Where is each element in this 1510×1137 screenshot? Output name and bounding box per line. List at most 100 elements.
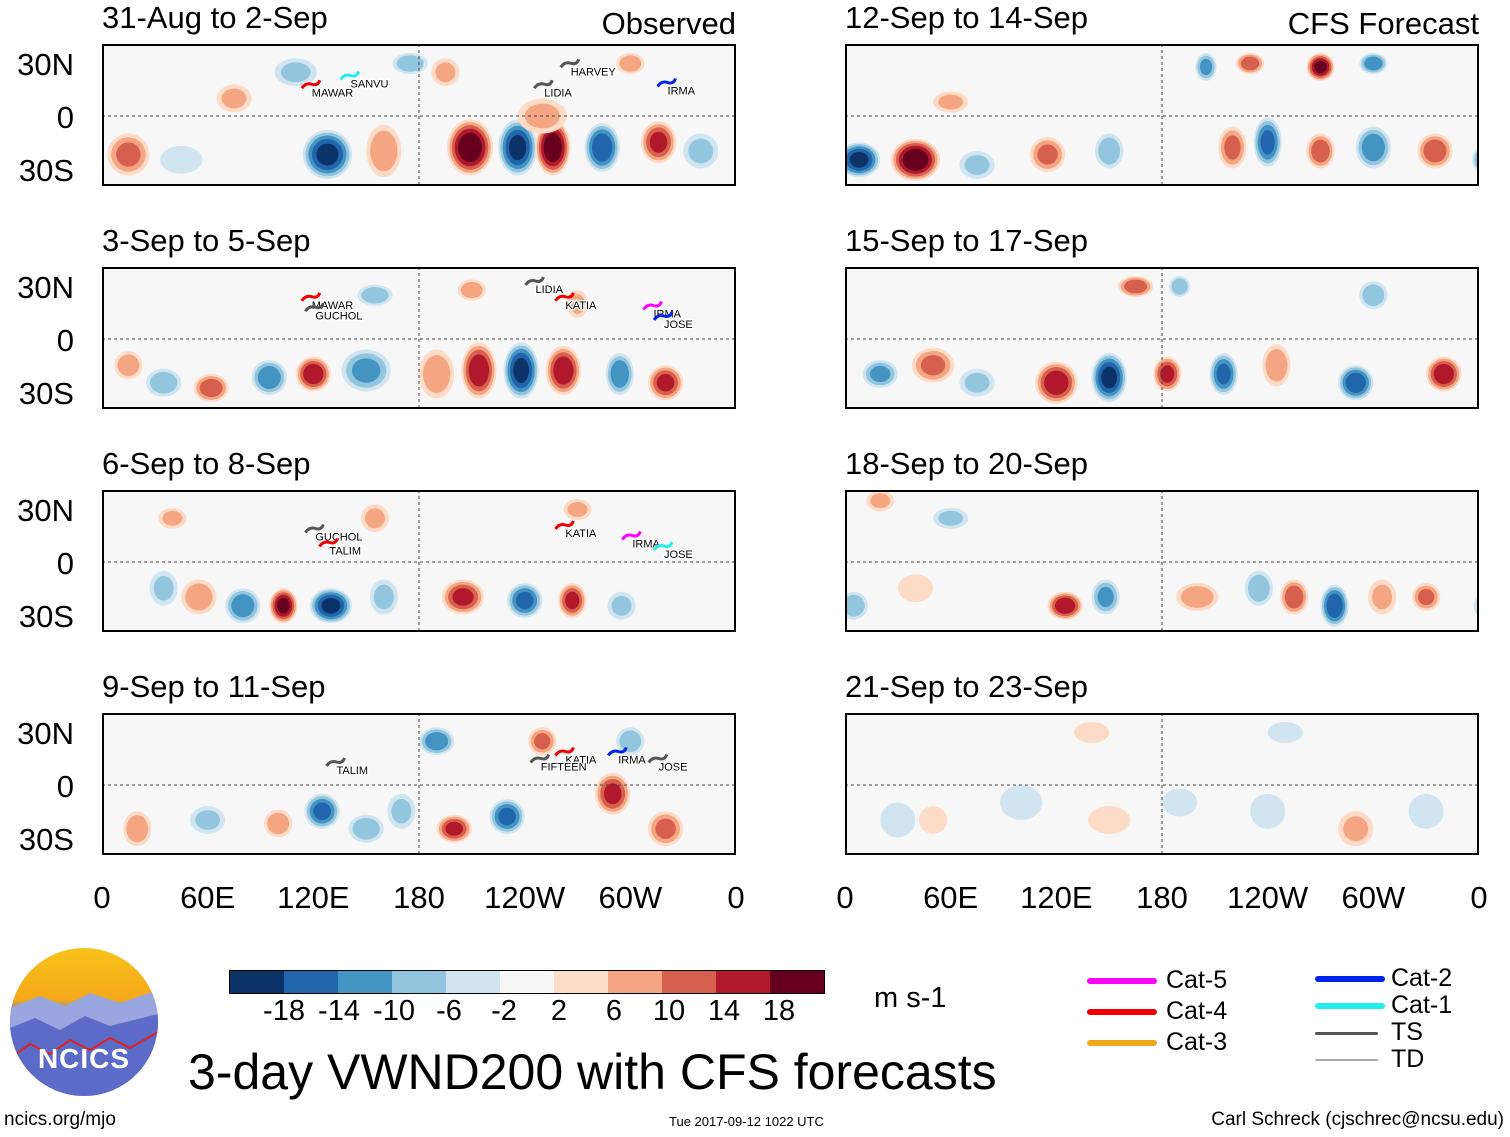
- wind-anomaly-contour: [845, 594, 865, 617]
- legend-swatch: [1315, 976, 1385, 982]
- wind-anomaly-contour: [1260, 130, 1275, 155]
- wind-anomaly-contour: [199, 378, 223, 398]
- storm-label: SANVU: [351, 79, 389, 91]
- lat-label: 30N: [17, 47, 74, 82]
- storm-track: [656, 77, 677, 88]
- storm-track: [529, 753, 551, 764]
- wind-anomaly-contour: [1199, 58, 1213, 76]
- forecast-label: CFS Forecast: [1287, 6, 1479, 41]
- wind-anomaly-contour: [370, 130, 398, 172]
- wind-anomaly-contour: [964, 155, 990, 175]
- wind-anomaly-contour: [303, 363, 324, 385]
- colorbar-swatch: [338, 971, 392, 993]
- wind-anomaly-contour: [1343, 816, 1369, 842]
- wind-anomaly-contour: [277, 597, 290, 614]
- map-panel: TALIM KATIA FIFTEEN IRMA JOSE: [102, 713, 736, 855]
- wind-anomaly-contour: [160, 145, 203, 174]
- wind-anomaly-contour: [1314, 60, 1327, 74]
- wind-anomaly-contour: [656, 374, 675, 392]
- storm-label: KATIA: [565, 755, 597, 767]
- legend-swatch: [1315, 1032, 1378, 1035]
- legend-swatch: [1087, 1009, 1157, 1015]
- map-panel: MAWAR GUCHOL LIDIA KATIA IRMA JOSE: [102, 267, 736, 409]
- map-panel: GUCHOL TALIM KATIA IRMA JOSE: [102, 490, 736, 632]
- wind-anomaly-contour: [468, 354, 490, 387]
- observed-label: Observed: [601, 6, 736, 41]
- wind-anomaly-contour: [553, 356, 574, 385]
- wind-anomaly-contour: [1362, 284, 1385, 307]
- lon-label: 120E: [1020, 880, 1093, 915]
- wind-anomaly-contour: [460, 281, 483, 299]
- legend-label: TD: [1391, 1045, 1425, 1073]
- lat-label: 30S: [18, 599, 74, 634]
- wind-anomaly-contour: [1073, 722, 1110, 743]
- wind-anomaly-contour: [688, 138, 714, 164]
- wind-anomaly-contour: [316, 143, 339, 166]
- storm-label: KATIA: [565, 528, 597, 540]
- storm-track: [300, 292, 322, 302]
- colorbar: [229, 970, 825, 994]
- storm-label: JOSE: [664, 549, 693, 561]
- lon-label: 60E: [923, 880, 979, 915]
- logo-text: NCICS: [37, 1043, 131, 1074]
- storm-label: MAWAR: [312, 300, 353, 312]
- lon-label: 0: [836, 880, 854, 915]
- wind-anomaly-contour: [1433, 363, 1454, 385]
- wind-anomaly-contour: [1247, 574, 1270, 602]
- wind-anomaly-contour: [902, 148, 929, 171]
- wind-anomaly-contour: [435, 62, 456, 83]
- legend-label: Cat-5: [1166, 966, 1228, 994]
- wind-anomaly-contour: [611, 595, 632, 616]
- wind-anomaly-contour: [391, 798, 412, 824]
- wind-anomaly-contour: [361, 287, 389, 304]
- colorbar-tick: 10: [652, 995, 686, 1027]
- storm-label: TALIM: [329, 546, 361, 558]
- panel-title: 6-Sep to 8-Sep: [102, 446, 311, 481]
- wind-anomaly-contour: [591, 133, 613, 162]
- wind-anomaly-contour: [1044, 370, 1069, 395]
- wind-anomaly-contour: [1171, 278, 1188, 295]
- colorbar-swatch: [446, 971, 500, 993]
- colorbar-swatch: [284, 971, 338, 993]
- footer-author: Carl Schreck (cjschrec@ncsu.edu): [1211, 1109, 1504, 1130]
- colorbar-swatch: [554, 971, 608, 993]
- wind-anomaly-contour: [373, 584, 394, 610]
- lon-label: 180: [1136, 880, 1188, 915]
- colorbar-tick: 6: [605, 995, 623, 1027]
- wind-anomaly-contour: [313, 802, 331, 820]
- wind-anomaly-contour: [513, 357, 530, 384]
- storm-label: MAWAR: [312, 87, 353, 99]
- colorbar-swatch: [608, 971, 662, 993]
- map-panel: SANVU MAWAR HARVEY LIDIA IRMA: [102, 44, 736, 186]
- wind-anomaly-contour: [221, 88, 247, 109]
- panel-frame: [845, 713, 1479, 855]
- wind-anomaly-contour: [655, 818, 676, 839]
- map-panel: [845, 44, 1479, 186]
- lon-label: 180: [393, 880, 445, 915]
- colorbar-tick: 14: [707, 995, 741, 1027]
- panel-frame: [102, 44, 736, 186]
- wind-anomaly-contour: [880, 802, 916, 838]
- wind-anomaly-contour: [1372, 584, 1393, 610]
- wind-anomaly-contour: [185, 583, 213, 611]
- map-panel: [845, 713, 1479, 855]
- storm-track: [325, 757, 346, 767]
- wind-anomaly-contour: [1098, 137, 1121, 165]
- footer-url[interactable]: ncics.org/mjo: [4, 1109, 116, 1130]
- wind-anomaly-contour: [1408, 793, 1444, 829]
- storm-track: [554, 520, 575, 530]
- wind-anomaly-contour: [534, 733, 551, 750]
- wind-anomaly-contour: [126, 815, 149, 843]
- lon-label: 60E: [180, 880, 236, 915]
- wind-anomaly-contour: [458, 132, 483, 163]
- storm-track: [318, 537, 339, 548]
- wind-anomaly-contour: [1345, 372, 1366, 393]
- legend-label: Cat-4: [1166, 997, 1228, 1025]
- colorbar-swatch: [662, 971, 716, 993]
- legend-label: TS: [1391, 1018, 1423, 1046]
- storm-label: TALIM: [336, 765, 368, 777]
- lat-label: 30S: [18, 822, 74, 857]
- storm-track: [339, 70, 360, 81]
- storm-track: [304, 523, 325, 534]
